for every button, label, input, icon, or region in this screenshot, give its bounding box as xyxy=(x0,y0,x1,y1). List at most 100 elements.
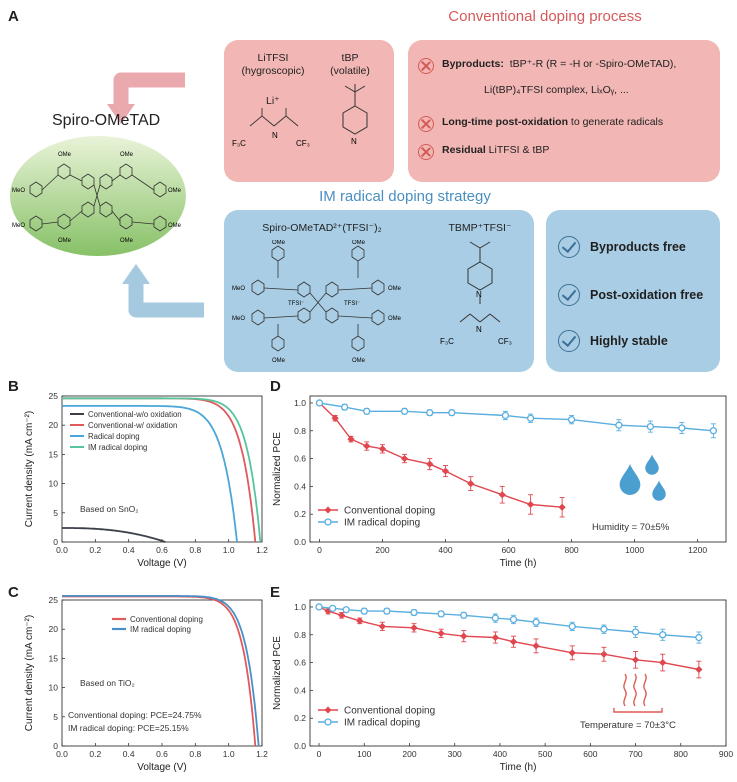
x-tick-label: 1.0 xyxy=(223,545,235,555)
y-tick-label: 0.6 xyxy=(294,454,306,464)
legend-label: Conventional doping xyxy=(344,706,435,717)
legend-label: Conventional doping xyxy=(130,615,203,624)
legend-marker xyxy=(324,506,332,514)
data-point xyxy=(558,503,566,511)
legend-marker xyxy=(324,518,332,526)
data-point xyxy=(378,622,386,631)
data-point xyxy=(410,608,418,617)
x-tick-label: 1.2 xyxy=(256,545,268,555)
tfsi-label: TFSI⁻ xyxy=(344,301,360,307)
benefit-label: Post-oxidation free xyxy=(590,288,704,302)
y-tick-label: 0.8 xyxy=(294,630,306,640)
x-tick-label: 0.0 xyxy=(56,545,68,555)
tfsi-label: TFSI⁻ xyxy=(288,301,304,307)
data-point xyxy=(437,629,445,637)
annotation-substrate: Based on SnO₂ xyxy=(80,504,139,514)
y-tick-label: 0.2 xyxy=(294,713,306,723)
cf3-label: F₃C xyxy=(232,139,246,148)
series-line-1 xyxy=(319,402,563,508)
legend-label: Conventional-w/ oxidation xyxy=(88,421,177,430)
data-point xyxy=(331,414,339,422)
data-point xyxy=(356,617,364,625)
arrow-from-spiro-icon xyxy=(122,264,204,318)
chart-d-humidity-stability: 0 200 400 600 800 1000 1200 0.0 0.2 0.4 0.6 0.8 1.0 T… xyxy=(272,395,727,569)
x-axis-label: Time (h) xyxy=(500,762,537,773)
data-point xyxy=(441,467,450,475)
annotation-condition: Humidity = 70±5% xyxy=(592,522,670,533)
spiro-label: Spiro-OMeTAD xyxy=(52,112,161,129)
x-tick-label: 1.0 xyxy=(223,749,235,759)
x-tick-label: 500 xyxy=(538,749,552,759)
y-axis-label: Normalized PCE xyxy=(272,636,283,710)
data-point xyxy=(315,399,324,407)
legend-label: IM radical doping xyxy=(88,443,147,452)
data-point xyxy=(615,421,623,429)
x-tick-label: 800 xyxy=(674,749,688,759)
data-point xyxy=(498,491,506,499)
data-point xyxy=(400,454,409,463)
data-point xyxy=(600,625,608,633)
heat-wave-icon xyxy=(623,673,627,707)
legend-label: Radical doping xyxy=(88,432,140,441)
water-drop-icon xyxy=(619,463,641,495)
meo-label: MeO xyxy=(12,188,25,194)
series-line-2 xyxy=(319,402,714,432)
ome-label: OMe xyxy=(58,238,72,244)
conventional-issues-box xyxy=(408,40,720,182)
plot-frame xyxy=(309,395,727,543)
x-tick-label: 800 xyxy=(564,545,578,555)
data-point xyxy=(491,614,500,622)
y-tick-label: 20 xyxy=(49,420,59,430)
issue-residual: Residual LiTFSI & tBP xyxy=(418,144,549,160)
conventional-dopants-box xyxy=(224,40,394,182)
spiro-ometad-molecule: OMe OMe MeO OMe MeO OMe OMe OMe xyxy=(10,136,186,256)
data-point xyxy=(695,665,703,674)
issue-text: LiTFSI & tBP xyxy=(485,144,550,156)
data-point xyxy=(659,658,667,667)
svg-text:N: N xyxy=(272,131,278,140)
y-tick-label: 0.2 xyxy=(294,509,306,519)
legend-label: IM radical doping xyxy=(344,718,420,729)
ome-label: OMe xyxy=(272,358,286,364)
x-axis-label: Time (h) xyxy=(500,558,537,569)
y-tick-label: 5 xyxy=(53,508,58,518)
legend-marker xyxy=(324,706,332,714)
issue-text: to generate radicals xyxy=(568,116,664,128)
annotation-substrate: Based on TiO₂ xyxy=(80,678,135,688)
issue-text: tBP⁺-R (R = -H or -Spiro-OMeTAD), xyxy=(509,58,677,70)
data-point xyxy=(383,607,391,615)
li-ion-label: Li⁺ xyxy=(266,95,280,107)
im-dopants-box xyxy=(224,210,534,372)
heat-wave-icon xyxy=(643,673,647,707)
y-axis-label: Current density (mA cm⁻²) xyxy=(24,411,35,527)
issue-bold: Long-time post-oxidation xyxy=(442,116,568,128)
svg-text:CF₃: CF₃ xyxy=(296,139,310,148)
svg-text:N: N xyxy=(476,290,482,299)
data-point xyxy=(532,642,540,650)
series-line-1 xyxy=(318,606,700,671)
y-tick-label: 0.6 xyxy=(294,658,306,668)
jv-curve-4 xyxy=(62,397,262,543)
legend-label: IM radical doping xyxy=(130,625,191,634)
y-tick-label: 20 xyxy=(49,624,59,634)
spiro-radical-structure: TFSI⁻ TFSI⁻ MeO OMe MeO OMe OMe OMe OMe … xyxy=(232,240,402,364)
litfsi-structure: F₃C N CF₃ xyxy=(232,108,310,148)
plot-frame xyxy=(309,599,727,747)
issue-bold: Byproducts: xyxy=(442,58,504,70)
data-point xyxy=(532,618,540,626)
data-point xyxy=(410,624,418,632)
data-point xyxy=(328,604,337,612)
im-title: IM radical doping strategy xyxy=(319,188,491,205)
ome-label: OMe xyxy=(120,238,134,244)
x-tick-label: 700 xyxy=(628,749,642,759)
data-point xyxy=(363,442,371,450)
ome-label: OMe xyxy=(388,286,402,292)
benefit-label: Highly stable xyxy=(590,334,668,348)
x-tick-label: 0 xyxy=(317,749,322,759)
x-tick-label: 0.4 xyxy=(123,749,135,759)
y-tick-label: 0 xyxy=(53,741,58,751)
water-drop-icon xyxy=(645,454,659,475)
x-tick-label: 0.8 xyxy=(189,749,201,759)
data-point xyxy=(437,610,445,618)
y-tick-label: 15 xyxy=(49,653,59,663)
